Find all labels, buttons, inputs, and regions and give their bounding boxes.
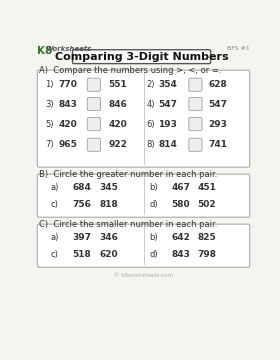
Text: 518: 518: [72, 250, 91, 259]
Text: a): a): [50, 183, 59, 192]
Text: c): c): [50, 250, 58, 259]
Text: d): d): [150, 200, 158, 209]
Text: 345: 345: [99, 183, 118, 192]
Text: 843: 843: [171, 250, 190, 259]
FancyBboxPatch shape: [87, 78, 101, 91]
Text: BFS #1: BFS #1: [227, 46, 250, 51]
FancyBboxPatch shape: [37, 224, 250, 267]
Text: 6): 6): [147, 120, 155, 129]
Text: 580: 580: [171, 200, 190, 209]
Text: 293: 293: [209, 120, 227, 129]
Text: 451: 451: [198, 183, 216, 192]
Text: 547: 547: [208, 99, 227, 108]
Text: 420: 420: [58, 120, 77, 129]
Text: © k8worksheets.com: © k8worksheets.com: [114, 274, 173, 278]
Text: 354: 354: [158, 80, 177, 89]
FancyBboxPatch shape: [37, 70, 250, 167]
Text: Worksheets: Worksheets: [45, 45, 92, 51]
Text: 397: 397: [72, 233, 91, 242]
Text: 420: 420: [109, 120, 127, 129]
FancyBboxPatch shape: [87, 98, 101, 111]
Text: 5): 5): [45, 120, 53, 129]
Text: b): b): [150, 183, 158, 192]
Text: 846: 846: [108, 99, 127, 108]
Text: a): a): [50, 233, 59, 242]
FancyBboxPatch shape: [189, 78, 202, 91]
Text: 2): 2): [147, 80, 155, 89]
Text: A)  Compare the numbers using >, <, or =.: A) Compare the numbers using >, <, or =.: [39, 66, 221, 75]
Text: 502: 502: [198, 200, 216, 209]
Text: 684: 684: [72, 183, 91, 192]
Text: d): d): [150, 250, 158, 259]
Text: B)  Circle the greater number in each pair.: B) Circle the greater number in each pai…: [39, 170, 217, 179]
Text: Comparing 3-Digit Numbers: Comparing 3-Digit Numbers: [55, 52, 228, 62]
Text: C)  Circle the smaller number in each pair.: C) Circle the smaller number in each pai…: [39, 220, 217, 229]
Text: 770: 770: [58, 80, 77, 89]
Text: 818: 818: [99, 200, 118, 209]
Text: 3): 3): [45, 99, 54, 108]
Text: 922: 922: [108, 140, 127, 149]
Text: 346: 346: [99, 233, 118, 242]
Text: 8): 8): [147, 140, 155, 149]
Text: b): b): [150, 233, 158, 242]
FancyBboxPatch shape: [37, 174, 250, 217]
Text: 7): 7): [45, 140, 54, 149]
FancyBboxPatch shape: [189, 138, 202, 152]
FancyBboxPatch shape: [189, 117, 202, 131]
Text: 843: 843: [58, 99, 77, 108]
FancyBboxPatch shape: [87, 138, 101, 152]
FancyBboxPatch shape: [87, 117, 101, 131]
Text: 467: 467: [171, 183, 190, 192]
Text: c): c): [50, 200, 58, 209]
Text: 547: 547: [158, 99, 177, 108]
FancyBboxPatch shape: [73, 50, 211, 64]
Text: 1): 1): [45, 80, 53, 89]
Text: 193: 193: [158, 120, 177, 129]
FancyBboxPatch shape: [189, 98, 202, 111]
Text: 798: 798: [198, 250, 216, 259]
Text: 620: 620: [99, 250, 118, 259]
Text: 628: 628: [209, 80, 227, 89]
Text: 4): 4): [147, 99, 155, 108]
Text: 551: 551: [109, 80, 127, 89]
Text: 741: 741: [208, 140, 227, 149]
Text: K8: K8: [37, 45, 53, 55]
Text: 642: 642: [171, 233, 190, 242]
Text: 756: 756: [72, 200, 91, 209]
Text: 825: 825: [198, 233, 216, 242]
Text: 814: 814: [158, 140, 177, 149]
Text: 965: 965: [58, 140, 77, 149]
